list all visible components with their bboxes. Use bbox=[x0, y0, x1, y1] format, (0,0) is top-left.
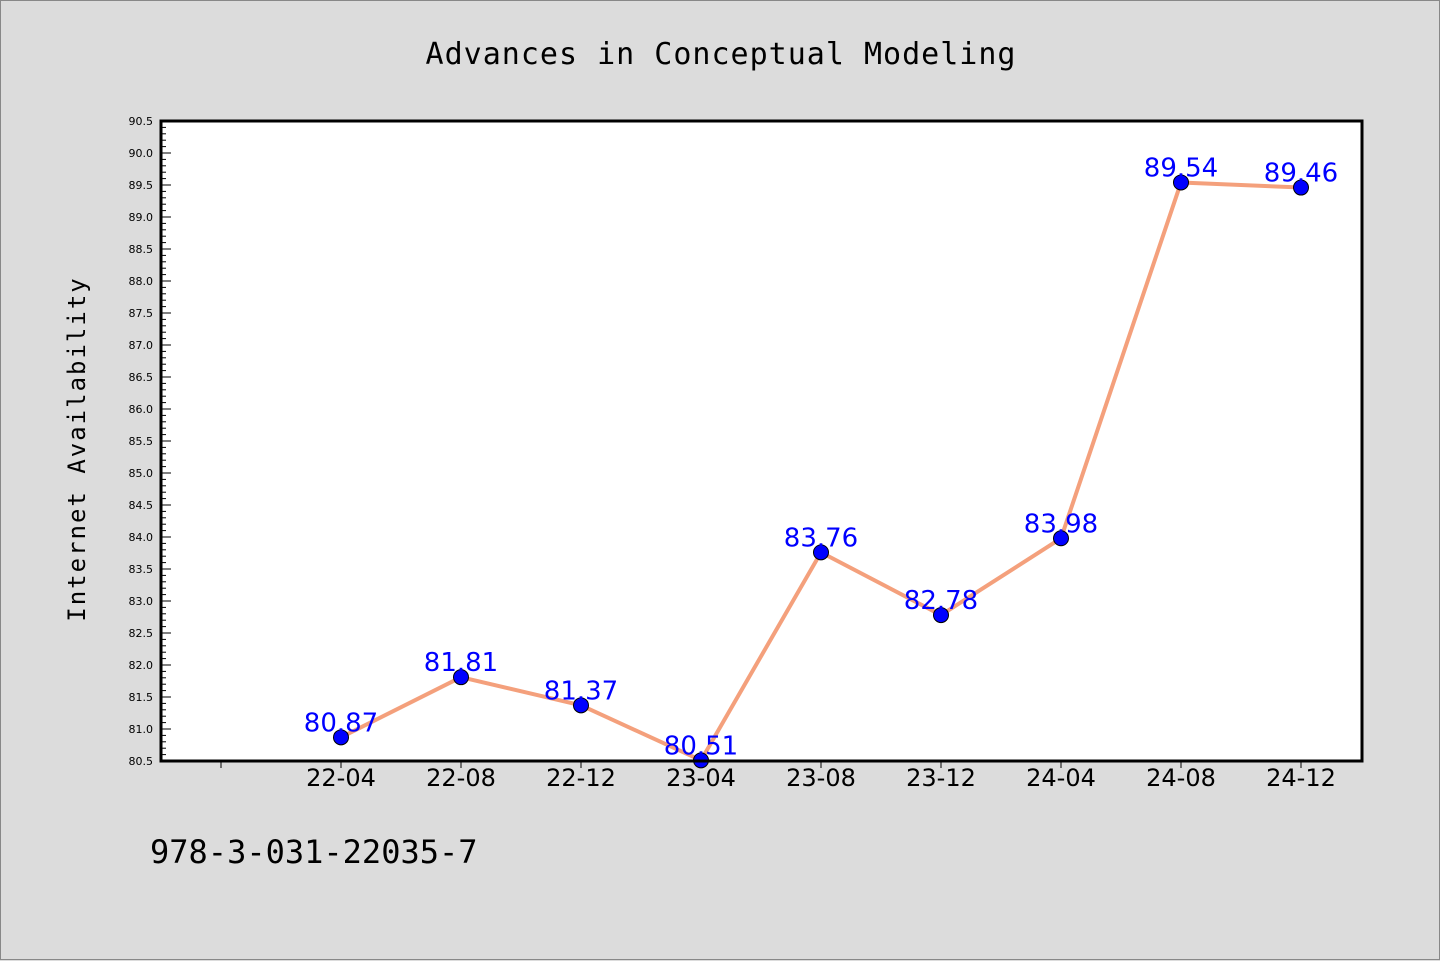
y-tick-label: 82.0 bbox=[129, 659, 154, 672]
x-tick-label: 22-04 bbox=[306, 764, 376, 792]
x-tick-label: 24-12 bbox=[1266, 764, 1336, 792]
y-tick-label: 81.5 bbox=[129, 691, 154, 704]
y-tick-label: 87.0 bbox=[129, 339, 154, 352]
plot-area bbox=[161, 121, 1362, 761]
y-tick-label: 84.5 bbox=[129, 499, 154, 512]
x-tick-label: 23-08 bbox=[786, 764, 856, 792]
y-tick-label: 90.0 bbox=[129, 147, 154, 160]
x-tick-label: 24-04 bbox=[1026, 764, 1096, 792]
y-tick-label: 82.5 bbox=[129, 627, 154, 640]
data-label: 82.78 bbox=[904, 586, 978, 616]
data-label: 80.51 bbox=[664, 731, 738, 761]
data-point bbox=[1053, 530, 1069, 547]
y-tick-label: 86.5 bbox=[129, 371, 154, 384]
data-point bbox=[453, 669, 469, 686]
data-point bbox=[333, 729, 349, 746]
y-tick-label: 90.5 bbox=[129, 115, 154, 128]
x-axis: 22-04 22-08 22-12 23-04 23-08 23-12 24-04 24-08… bbox=[220, 761, 1336, 792]
y-tick-label: 83.0 bbox=[129, 595, 154, 608]
y-tick-label: 85.5 bbox=[129, 435, 154, 448]
data-label: 81.81 bbox=[424, 648, 498, 678]
plot-frame bbox=[159, 119, 1364, 763]
x-tick-label: 22-12 bbox=[546, 764, 616, 792]
y-tick-label: 87.5 bbox=[129, 307, 154, 320]
y-tick-label: 86.0 bbox=[129, 403, 154, 416]
y-tick-label: 88.0 bbox=[129, 275, 154, 288]
y-tick-label: 85.0 bbox=[129, 467, 154, 480]
y-tick-label: 83.5 bbox=[129, 563, 154, 576]
y-tick-label: 88.5 bbox=[129, 243, 154, 256]
data-point bbox=[1293, 179, 1309, 196]
x-tick-label: 23-12 bbox=[906, 764, 976, 792]
data-point bbox=[1173, 174, 1189, 191]
chart-title: Advances in Conceptual Modeling bbox=[426, 37, 1017, 72]
footer-isbn: 978-3-031-22035-7 bbox=[150, 833, 478, 871]
data-point bbox=[573, 697, 589, 714]
y-axis-label: Internet Availability bbox=[63, 276, 91, 621]
x-tick-label: 23-04 bbox=[666, 764, 736, 792]
y-tick-label: 89.5 bbox=[129, 179, 154, 192]
y-tick-label: 89.0 bbox=[129, 211, 154, 224]
data-point bbox=[813, 544, 829, 561]
data-label: 83.98 bbox=[1024, 509, 1098, 539]
data-point bbox=[933, 607, 949, 624]
data-label: 80.87 bbox=[304, 708, 378, 738]
y-tick-label: 80.5 bbox=[129, 755, 154, 768]
data-labels: 80.87 81.81 81.37 80.51 83.76 82.78 83.98 89.54… bbox=[304, 153, 1338, 761]
x-tick-label: 24-08 bbox=[1146, 764, 1216, 792]
y-tick-label: 81.0 bbox=[129, 723, 154, 736]
data-label: 83.76 bbox=[784, 523, 858, 553]
x-tick-label: 22-08 bbox=[426, 764, 496, 792]
y-tick-label: 84.0 bbox=[129, 531, 154, 544]
data-label: 81.37 bbox=[544, 676, 618, 706]
data-label: 89.46 bbox=[1264, 159, 1338, 189]
data-label: 89.54 bbox=[1144, 153, 1218, 183]
data-points bbox=[333, 174, 1309, 769]
